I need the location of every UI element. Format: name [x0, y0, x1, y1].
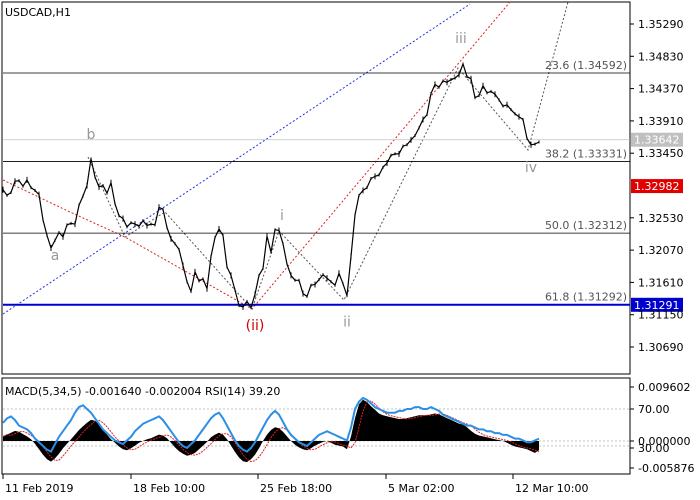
price-tick-label: 1.33910	[638, 115, 684, 128]
wave-label: iii	[455, 31, 467, 47]
level-label: 23.6 (1.34592)	[545, 59, 627, 72]
wave-label: b	[87, 127, 96, 143]
price-line	[2, 62, 540, 310]
price-badge-label: 1.32982	[634, 180, 680, 193]
price-badge	[631, 179, 683, 194]
price-axis: 1.35290 1.34830 1.34370 1.33910 1.33450 1.325…	[630, 18, 684, 354]
indicator-tick-label: 70.00	[638, 403, 670, 416]
price-tick-label: 1.32530	[638, 212, 684, 225]
price-badge	[631, 297, 683, 312]
time-axis: 11 Feb 2019 18 Feb 10:00 25 Feb 18:00 5 Mar…	[2, 474, 588, 495]
time-tick-label: 12 Mar 10:00	[515, 482, 588, 495]
indicator-tick-label: 30.00	[638, 442, 670, 455]
current-price-label: 1.33642	[634, 134, 680, 147]
main-chart-frame	[1, 1, 631, 375]
price-series	[2, 62, 540, 310]
time-tick-label: 5 Mar 02:00	[388, 482, 454, 495]
wave-label: i	[280, 208, 284, 224]
price-tick-label: 1.33450	[638, 147, 684, 160]
level-label: 50.0 (1.32312)	[545, 219, 627, 232]
symbol-label: USDCAD,H1	[5, 6, 71, 19]
time-tick-label: 25 Feb 18:00	[260, 482, 332, 495]
indicator-label: MACD(5,34,5) -0.001640 -0.002004 RSI(14)…	[5, 385, 280, 398]
price-tick-label: 1.31610	[638, 276, 684, 289]
macd-histogram	[3, 399, 539, 463]
price-tick-label: 1.34370	[638, 83, 684, 96]
fibonacci-levels: 23.6 (1.34592) 38.2 (1.33331) 1.32982 50.0 …	[3, 59, 683, 312]
level-label: 38.2 (1.33331)	[545, 148, 627, 161]
indicator-tick-label: 0.000000	[638, 435, 691, 448]
time-tick-label: 18 Feb 10:00	[133, 482, 205, 495]
level-label: 61.8 (1.31292)	[545, 291, 627, 304]
wave-label: ii	[343, 315, 351, 331]
indicator-frame	[1, 377, 631, 475]
price-tick-label: 1.34830	[638, 50, 684, 63]
wave-label: a	[51, 248, 60, 264]
price-tick-label: 1.31150	[638, 309, 684, 322]
rsi-line	[2, 396, 540, 453]
indicator-tick-label: -0.005876	[638, 462, 694, 475]
current-price-badge	[631, 132, 683, 147]
price-tick-label: 1.30690	[638, 341, 684, 354]
time-tick-label: 11 Feb 2019	[5, 482, 73, 495]
price-badge-label: 1.31291	[634, 299, 680, 312]
price-tick-label: 1.32070	[638, 244, 684, 257]
red-wave-path	[2, 1, 511, 310]
blue-channel-line	[2, 3, 471, 315]
indicator-tick-label: 0.009602	[638, 381, 691, 394]
wave-label: (ii)	[246, 318, 265, 334]
wave-label: iv	[525, 160, 537, 176]
price-tick-label: 1.35290	[638, 18, 684, 31]
